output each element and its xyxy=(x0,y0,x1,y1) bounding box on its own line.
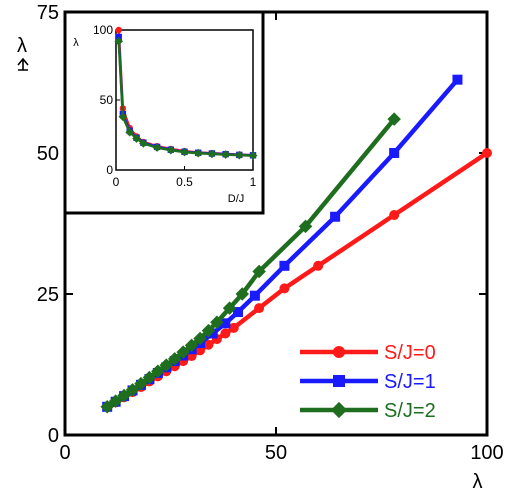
data-point xyxy=(203,339,214,350)
data-point xyxy=(193,331,207,346)
data-point xyxy=(482,148,492,158)
y-tick-label: 0 xyxy=(48,425,59,447)
data-point xyxy=(210,315,224,329)
y-axis-label: λ xyxy=(17,35,27,57)
legend-marker xyxy=(330,401,348,419)
inset-data-point xyxy=(193,148,203,158)
legend: S/J=0 S/J=1 S/J=2 xyxy=(300,342,436,422)
inset-data-point xyxy=(115,26,122,34)
inset-data-point xyxy=(207,149,217,159)
data-point xyxy=(387,112,401,126)
legend-label: S/J=2 xyxy=(384,400,436,422)
legend-label: S/J=1 xyxy=(384,371,436,393)
data-point xyxy=(201,323,216,338)
inset-x-axis-label: D/J xyxy=(228,193,245,205)
series-3 xyxy=(100,112,401,414)
inset-data-point xyxy=(125,127,135,137)
data-point xyxy=(167,352,182,366)
inset-data-point xyxy=(139,139,148,148)
data-point xyxy=(249,290,260,301)
inset-y-tick-label: 0 xyxy=(106,163,113,177)
inset-data-point xyxy=(180,147,189,157)
inset-data-point xyxy=(118,112,128,122)
data-point xyxy=(313,260,324,271)
inset-y-axis-label: λ xyxy=(73,37,79,49)
data-point xyxy=(330,211,341,222)
data-point xyxy=(389,210,400,221)
inset-data-point xyxy=(166,145,176,155)
inset-x-tick-label: 1 xyxy=(250,175,257,189)
x-tick-label: 100 xyxy=(470,442,503,464)
data-point xyxy=(298,219,313,234)
x-axis-label: λ xyxy=(473,471,483,493)
inset-data-point xyxy=(248,151,258,160)
inset-data-point xyxy=(234,150,244,160)
x-tick-label: 50 xyxy=(265,442,287,464)
data-point xyxy=(220,318,231,329)
y-tick-label: 25 xyxy=(37,284,59,306)
data-point xyxy=(117,388,131,403)
inset-series-3 xyxy=(114,36,258,160)
y-axis-label-arrow xyxy=(17,57,29,71)
data-point xyxy=(176,345,190,359)
legend-marker xyxy=(333,375,345,387)
inset-x-tick-label: 0.5 xyxy=(176,175,193,189)
y-tick-label: 75 xyxy=(37,2,59,24)
data-point xyxy=(125,383,140,397)
legend-label: S/J=0 xyxy=(384,342,436,364)
data-point xyxy=(235,287,249,301)
inset-y-tick-label: 100 xyxy=(93,23,113,37)
data-point xyxy=(228,322,239,333)
inset-data-point xyxy=(114,36,124,46)
data-point xyxy=(279,260,290,271)
data-point xyxy=(159,358,174,372)
data-point xyxy=(184,338,199,353)
inset-data-point xyxy=(152,143,162,152)
data-point xyxy=(207,328,218,339)
inset-y-tick-label: 50 xyxy=(100,93,114,107)
data-point xyxy=(142,370,157,385)
data-point xyxy=(279,283,290,294)
data-point xyxy=(222,301,237,315)
x-tick-label: 0 xyxy=(59,442,70,464)
data-point xyxy=(233,307,244,318)
data-point xyxy=(220,328,231,339)
data-point xyxy=(134,376,148,391)
inset-data-point xyxy=(132,134,141,143)
inset-x-tick-label: 0 xyxy=(113,175,120,189)
data-point xyxy=(151,364,165,379)
data-point xyxy=(452,74,463,85)
data-point xyxy=(108,394,123,408)
inset-data-point xyxy=(221,150,230,159)
inset-chart: 0 0.5 1 0 50 100 D/J λ xyxy=(63,10,265,215)
legend-marker xyxy=(333,346,345,358)
data-point xyxy=(254,303,265,314)
data-point xyxy=(252,264,266,279)
inset-frame xyxy=(63,10,265,215)
y-tick-label: 50 xyxy=(37,143,59,165)
data-point xyxy=(100,400,114,414)
data-point xyxy=(389,148,400,158)
